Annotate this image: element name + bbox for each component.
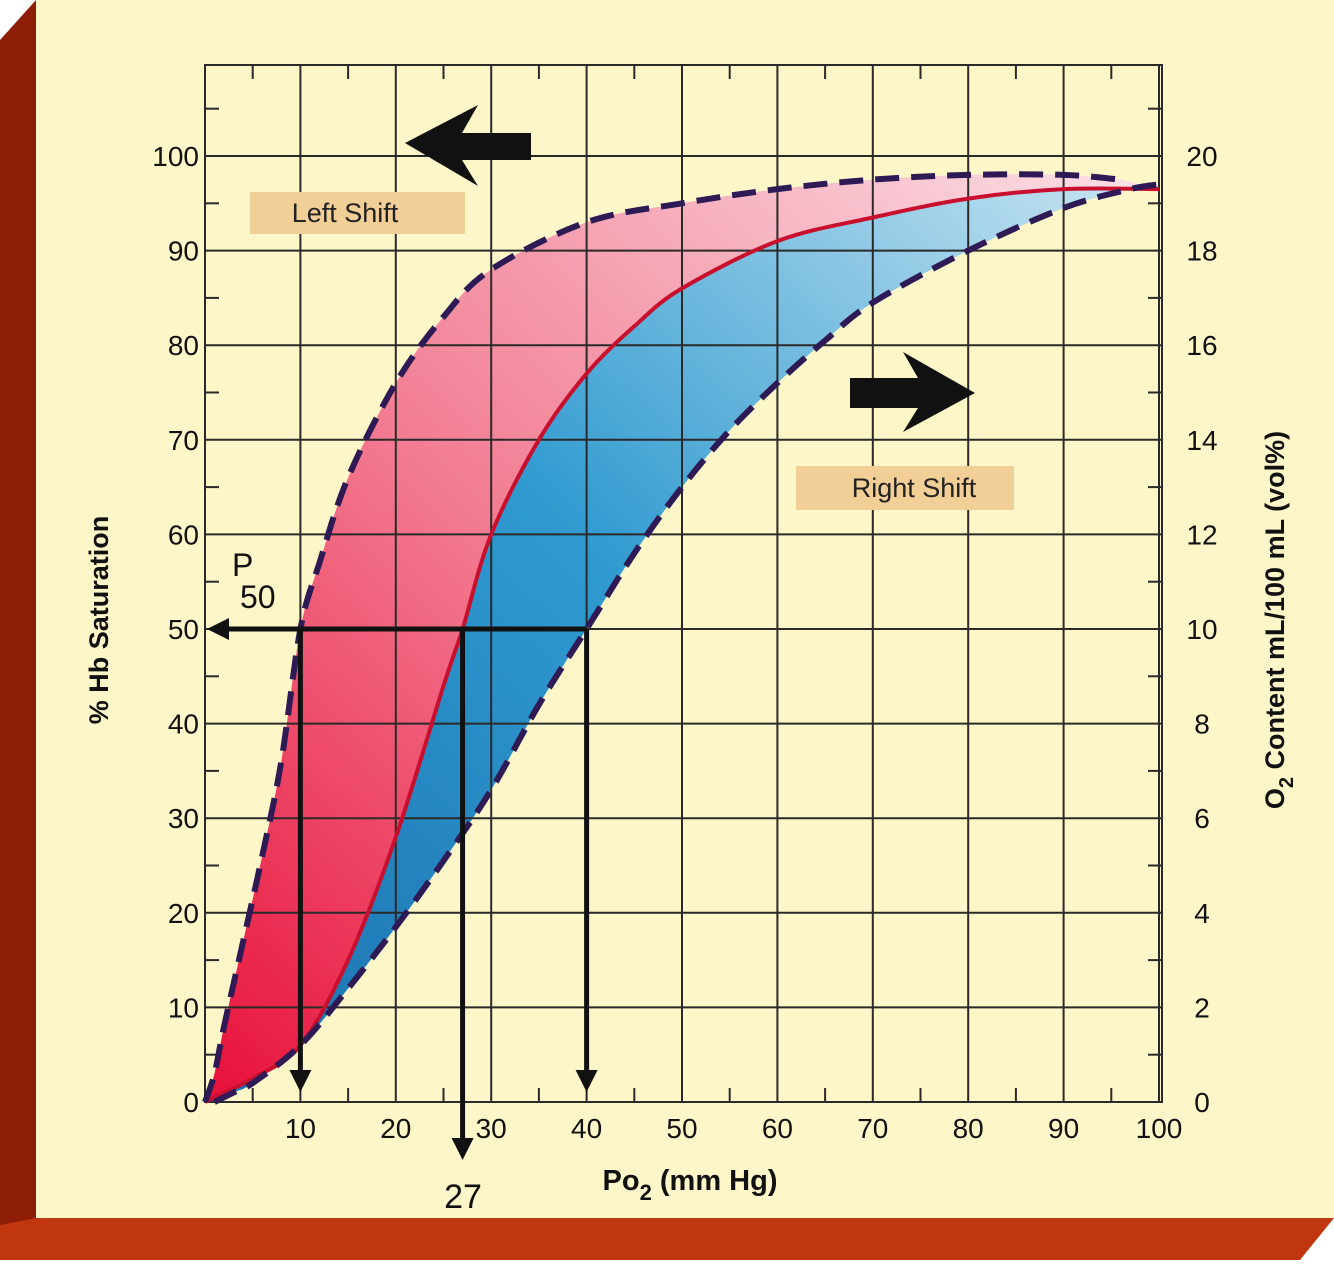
grid-lines: [205, 65, 1162, 1103]
x-tick-label: 40: [571, 1113, 602, 1144]
left-shift-area: [205, 174, 1159, 1102]
x-tick-label: 60: [762, 1113, 793, 1144]
p50-arrowhead: [207, 618, 229, 640]
x-tick-label: 50: [666, 1113, 697, 1144]
y2-tick-label: 18: [1186, 236, 1217, 267]
y2-axis-title: O2 Content mL/100 mL (vol%): [1260, 431, 1298, 809]
left-shift-label: Left Shift: [292, 198, 399, 228]
x-tick-label: 80: [953, 1113, 984, 1144]
y-tick-label: 0: [183, 1087, 199, 1118]
left-shift-label-box: [250, 192, 465, 234]
p50-lines: [207, 618, 598, 1160]
y-tick-label: 50: [168, 614, 199, 645]
p50-label: P 50: [232, 547, 276, 615]
x-tick-label: 90: [1048, 1113, 1079, 1144]
y2-tick-label: 14: [1186, 425, 1217, 456]
p50-label-subscript: 50: [240, 579, 276, 615]
right-shift-label-box: [796, 466, 1014, 510]
y2-axis-title-rest: Content mL/100 mL (vol%): [1260, 431, 1290, 777]
left-shift-arrow: [405, 105, 531, 186]
p50-drop-arrowhead: [289, 1070, 312, 1092]
curve-lines: [202, 171, 1160, 1105]
x-axis-title-unit: (mm Hg): [652, 1165, 778, 1197]
right-shift-arrow: [850, 352, 975, 432]
y-tick-label: 70: [168, 425, 199, 456]
y2-tick-label: 16: [1186, 330, 1217, 361]
y-tick-label: 30: [168, 803, 199, 834]
frame-left-side: [0, 0, 36, 1260]
p50-drop-arrowhead: [451, 1138, 474, 1160]
y2-tick-label: 10: [1186, 614, 1217, 645]
right-shift-curve: [213, 181, 1160, 1105]
left-shift-curve: [202, 171, 1122, 1104]
y-tick-label: 10: [168, 992, 199, 1023]
y2-tick-label: 4: [1194, 898, 1210, 929]
y2-tick-label: 12: [1186, 519, 1217, 550]
y-axis-title: % Hb Saturation: [84, 516, 114, 725]
x-axis-title: Po2 (mm Hg): [603, 1165, 778, 1205]
y-tick-label: 90: [168, 236, 199, 267]
p50-callout-value: 27: [444, 1178, 482, 1216]
y2-tick-label: 2: [1194, 992, 1210, 1023]
y-tick-label: 20: [168, 898, 199, 929]
right-shift-label: Right Shift: [852, 473, 977, 503]
y2-axis-title-subscript: 2: [1276, 777, 1298, 788]
y2-tick-label: 0: [1194, 1087, 1210, 1118]
x-tick-label: 100: [1136, 1113, 1183, 1144]
x-tick-label: 70: [857, 1113, 888, 1144]
y-tick-label: 100: [152, 141, 199, 172]
frame-bottom-side: [0, 1218, 1334, 1260]
x-axis-title-subscript: 2: [640, 1180, 652, 1205]
y-tick-label: 60: [168, 519, 199, 550]
y-tick-label: 80: [168, 330, 199, 361]
x-tick-label: 30: [476, 1113, 507, 1144]
y2-tick-label: 8: [1194, 709, 1210, 740]
x-tick-label: 20: [380, 1113, 411, 1144]
y2-tick-label: 20: [1186, 141, 1217, 172]
y2-tick-label: 6: [1194, 803, 1210, 834]
tick-labels: 0 10 20 30 40 50 60 70 80 90 100 0 2 4 6 8 10 12 14 16 18 20 1…: [152, 141, 1217, 1144]
p50-drop-arrowhead: [575, 1070, 598, 1092]
x-tick-label: 10: [285, 1113, 316, 1144]
y-tick-label: 40: [168, 709, 199, 740]
